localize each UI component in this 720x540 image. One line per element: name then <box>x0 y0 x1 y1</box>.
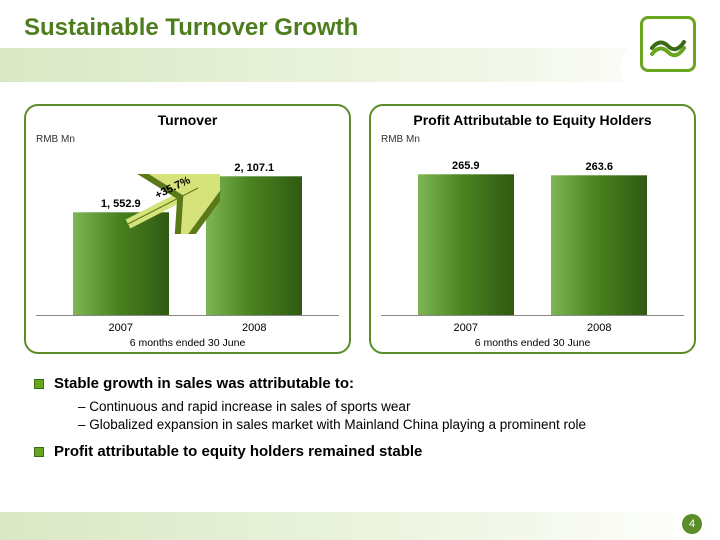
chart-unit: RMB Mn <box>381 134 420 145</box>
bullet-text: Profit attributable to equity holders re… <box>54 442 422 462</box>
sub-bullet-list: – Continuous and rapid increase in sales… <box>78 398 686 434</box>
bar-rect <box>551 175 647 316</box>
chart-unit: RMB Mn <box>36 134 75 145</box>
sub-bullet-item: – Globalized expansion in sales market w… <box>78 416 686 434</box>
x-label: 2008 <box>551 322 647 334</box>
page-title: Sustainable Turnover Growth <box>24 14 358 42</box>
bullet-text: Stable growth in sales was attributable … <box>54 374 354 394</box>
bar: 2, 107.1 <box>206 162 302 316</box>
bar-value-label: 263.6 <box>585 161 613 173</box>
chart-footer: 6 months ended 30 June <box>26 337 349 349</box>
bar: 263.6 <box>551 161 647 316</box>
axis-line <box>381 315 684 316</box>
bullet-list: Stable growth in sales was attributable … <box>34 374 686 465</box>
turnover-chart: Turnover RMB Mn 1, 552.92, 107.1 +35.7% … <box>24 104 351 354</box>
x-label: 2007 <box>418 322 514 334</box>
x-labels: 2007 2008 <box>371 322 694 334</box>
brand-logo <box>640 16 696 72</box>
profit-chart: Profit Attributable to Equity Holders RM… <box>369 104 696 354</box>
chart-area: 265.9 263.6 <box>371 146 694 316</box>
square-bullet-icon <box>34 379 44 389</box>
bar-value-label: 2, 107.1 <box>234 162 274 174</box>
header-gradient-band <box>0 48 720 84</box>
footer-gradient-band <box>0 512 720 540</box>
x-label: 2007 <box>73 322 169 334</box>
chart-title: Turnover <box>26 106 349 132</box>
bar-value-label: 265.9 <box>452 160 480 172</box>
chart-footer: 6 months ended 30 June <box>371 337 694 349</box>
charts-container: Turnover RMB Mn 1, 552.92, 107.1 +35.7% … <box>24 104 696 354</box>
bar-rect <box>418 174 514 316</box>
bullet-item: Stable growth in sales was attributable … <box>34 374 686 394</box>
page-number-badge: 4 <box>682 514 702 534</box>
bar: 265.9 <box>418 160 514 316</box>
sub-bullet-item: – Continuous and rapid increase in sales… <box>78 398 686 416</box>
axis-line <box>36 315 339 316</box>
wave-flag-icon <box>648 24 688 64</box>
bullet-item: Profit attributable to equity holders re… <box>34 442 686 462</box>
x-labels: 2007 2008 <box>26 322 349 334</box>
bar-rect <box>206 176 302 316</box>
square-bullet-icon <box>34 447 44 457</box>
chart-title: Profit Attributable to Equity Holders <box>371 106 694 132</box>
x-label: 2008 <box>206 322 302 334</box>
